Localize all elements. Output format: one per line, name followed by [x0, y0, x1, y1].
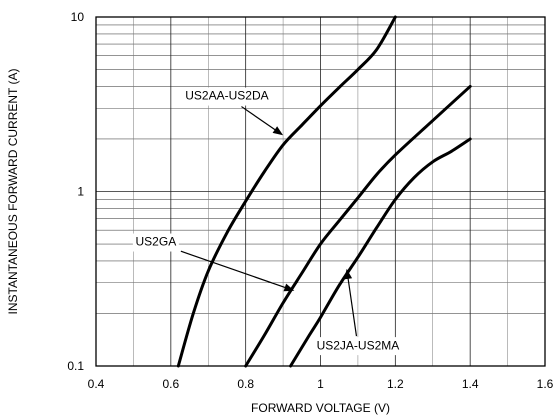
x-tick-label: 1.2: [387, 377, 404, 391]
y-tick-label: 0.1: [67, 359, 84, 373]
callout-arrow-line: [241, 106, 277, 132]
y-tick-label: 1: [77, 185, 84, 199]
y-axis-title: INSTANTANEOUS FORWARD CURRENT (A): [6, 68, 20, 314]
series-label-background: [313, 337, 403, 356]
callout-arrow-head: [283, 283, 295, 292]
series-label-1: US2AA-US2DA: [185, 89, 268, 103]
x-tick-label: 0.4: [88, 377, 105, 391]
series-label-background: [182, 87, 272, 106]
callout-arrow-head: [272, 126, 284, 136]
x-tick-label: 0.8: [237, 377, 254, 391]
x-axis-title: FORWARD VOLTAGE (V): [251, 401, 390, 415]
plot-frame: [95, 16, 546, 367]
x-tick-label: 1: [317, 377, 324, 391]
x-tick-label: 0.6: [162, 377, 179, 391]
x-tick-labels: 0.4 0.6 0.8 1 1.2 1.4 1.6: [88, 377, 554, 391]
series-label-2: US2GA: [136, 235, 177, 249]
y-tick-labels: 0.1 1 10: [67, 10, 84, 373]
x-tick-label: 1.6: [537, 377, 554, 391]
y-tick-label: 10: [71, 10, 85, 24]
callouts: US2AA-US2DA US2GA US2JA-US2MA: [132, 87, 403, 356]
callout-arrow-line: [180, 250, 287, 289]
series-label-background: [132, 233, 179, 252]
curves: [176, 15, 472, 368]
series-line-3: [289, 137, 472, 368]
callout-arrow-head: [344, 268, 353, 280]
series-line-2: [244, 84, 472, 368]
callout-arrow-line: [347, 276, 358, 337]
series-line-1: [176, 15, 397, 368]
series-label-3: US2JA-US2MA: [317, 338, 400, 352]
x-tick-label: 1.4: [462, 377, 479, 391]
